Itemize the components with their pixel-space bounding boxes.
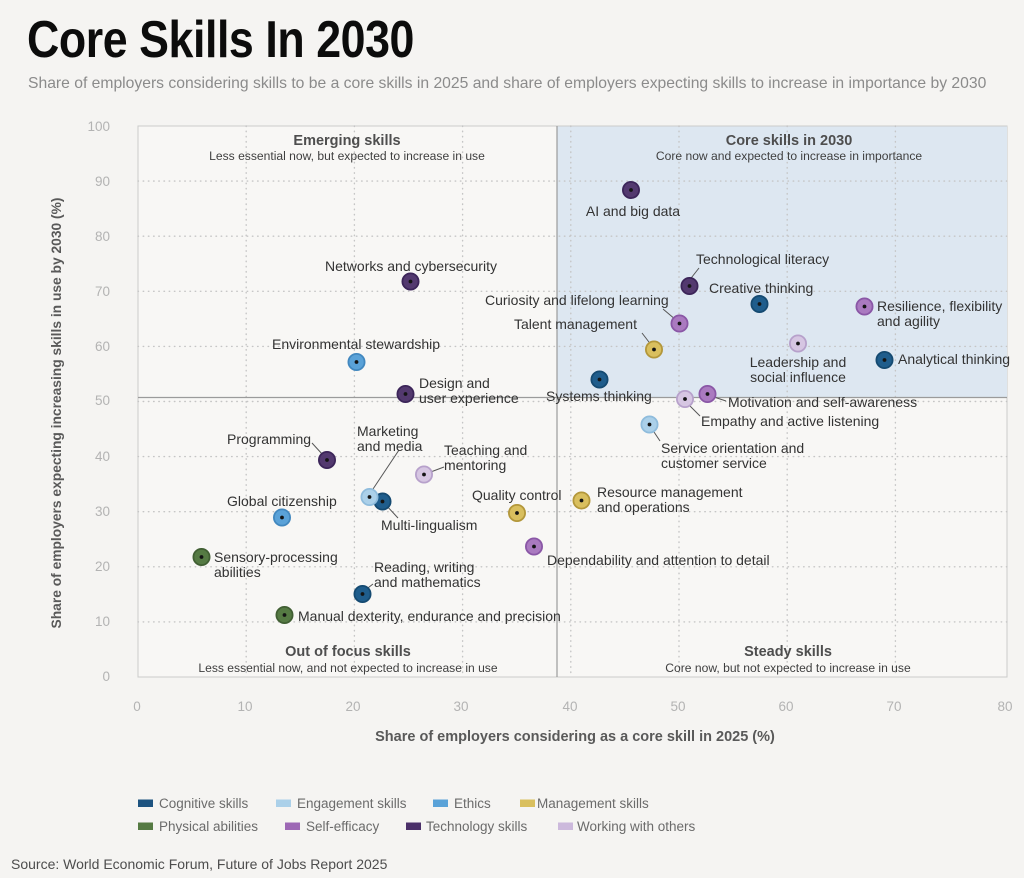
- svg-text:10: 10: [237, 699, 252, 714]
- svg-text:Steady skills: Steady skills: [744, 644, 832, 660]
- svg-text:Programming: Programming: [227, 431, 311, 447]
- svg-text:Quality control: Quality control: [472, 487, 561, 503]
- svg-text:Talent management: Talent management: [514, 316, 637, 332]
- svg-text:user experience: user experience: [419, 390, 519, 406]
- svg-text:Creative thinking: Creative thinking: [709, 280, 813, 296]
- svg-text:Design and: Design and: [419, 375, 490, 391]
- svg-text:Management skills: Management skills: [537, 796, 649, 811]
- svg-text:20: 20: [95, 559, 110, 574]
- svg-text:10: 10: [95, 614, 110, 629]
- svg-text:Share of employers expecting i: Share of employers expecting increasing …: [49, 198, 64, 629]
- svg-text:Share of employers considering: Share of employers considering skills to…: [28, 75, 987, 92]
- svg-text:Multi-lingualism: Multi-lingualism: [381, 517, 477, 533]
- svg-text:Emerging skills: Emerging skills: [293, 133, 400, 149]
- svg-text:Core now, but not expected to: Core now, but not expected to increase i…: [665, 661, 911, 675]
- svg-text:Leadership and: Leadership and: [750, 354, 847, 370]
- svg-text:Ethics: Ethics: [454, 796, 491, 811]
- svg-text:Core now and expected to incre: Core now and expected to increase in imp…: [656, 149, 922, 163]
- svg-text:Technological literacy: Technological literacy: [696, 251, 829, 267]
- svg-text:Analytical thinking: Analytical thinking: [898, 351, 1010, 367]
- svg-text:Empathy and active listening: Empathy and active listening: [701, 413, 879, 429]
- svg-text:Working with others: Working with others: [577, 819, 696, 834]
- svg-text:Resource management: Resource management: [597, 484, 743, 500]
- svg-text:Curiosity and lifelong learnin: Curiosity and lifelong learning: [485, 292, 669, 308]
- svg-text:Reading, writing: Reading, writing: [374, 559, 474, 575]
- svg-text:Core Skills In 2030: Core Skills In 2030: [27, 11, 414, 69]
- svg-text:60: 60: [778, 699, 793, 714]
- svg-text:Core skills in 2030: Core skills in 2030: [726, 133, 853, 149]
- svg-text:20: 20: [345, 699, 360, 714]
- svg-text:abilities: abilities: [214, 564, 261, 580]
- svg-text:Dependability and attention to: Dependability and attention to detail: [547, 552, 770, 568]
- svg-text:Global citizenship: Global citizenship: [227, 493, 337, 509]
- svg-text:Manual dexterity, endurance an: Manual dexterity, endurance and precisio…: [298, 608, 561, 624]
- svg-text:60: 60: [95, 339, 110, 354]
- svg-text:Networks and cybersecurity: Networks and cybersecurity: [325, 258, 497, 274]
- svg-text:AI and big data: AI and big data: [586, 203, 680, 219]
- svg-text:and agility: and agility: [877, 313, 940, 329]
- svg-text:Teaching and: Teaching and: [444, 442, 527, 458]
- svg-text:Less essential now, but expect: Less essential now, but expected to incr…: [209, 149, 485, 163]
- svg-text:30: 30: [95, 504, 110, 519]
- svg-text:Less essential now, and not ex: Less essential now, and not expected to …: [198, 661, 497, 675]
- svg-text:0: 0: [102, 669, 110, 684]
- svg-text:and operations: and operations: [597, 499, 690, 515]
- svg-text:50: 50: [670, 699, 685, 714]
- svg-text:social influence: social influence: [750, 369, 846, 385]
- svg-text:80: 80: [95, 229, 110, 244]
- svg-text:and media: and media: [357, 438, 423, 454]
- svg-text:100: 100: [87, 119, 110, 134]
- svg-text:Resilience, flexibility: Resilience, flexibility: [877, 298, 1002, 314]
- svg-text:30: 30: [453, 699, 468, 714]
- svg-text:40: 40: [562, 699, 577, 714]
- svg-text:Out of focus skills: Out of focus skills: [285, 644, 411, 660]
- svg-text:Motivation and self-awareness: Motivation and self-awareness: [728, 394, 917, 410]
- svg-text:80: 80: [997, 699, 1012, 714]
- svg-text:Marketing: Marketing: [357, 423, 418, 439]
- svg-text:customer service: customer service: [661, 455, 767, 471]
- svg-text:Technology skills: Technology skills: [426, 819, 528, 834]
- svg-text:Share of employers considering: Share of employers considering as a core…: [375, 729, 775, 745]
- svg-text:70: 70: [886, 699, 901, 714]
- svg-text:Self-efficacy: Self-efficacy: [306, 819, 380, 834]
- svg-text:70: 70: [95, 284, 110, 299]
- svg-text:50: 50: [95, 393, 110, 408]
- svg-text:Engagement skills: Engagement skills: [297, 796, 407, 811]
- svg-text:Physical abilities: Physical abilities: [159, 819, 258, 834]
- svg-text:0: 0: [133, 699, 141, 714]
- svg-text:Sensory-processing: Sensory-processing: [214, 549, 338, 565]
- svg-text:Systems thinking: Systems thinking: [546, 388, 652, 404]
- svg-text:Cognitive skills: Cognitive skills: [159, 796, 249, 811]
- svg-text:90: 90: [95, 174, 110, 189]
- svg-text:and mathematics: and mathematics: [374, 574, 481, 590]
- svg-text:Service orientation and: Service orientation and: [661, 440, 804, 456]
- svg-text:40: 40: [95, 449, 110, 464]
- svg-text:Environmental stewardship: Environmental stewardship: [272, 336, 440, 352]
- svg-text:Source: World Economic Forum,: Source: World Economic Forum, Future of …: [11, 856, 388, 872]
- svg-text:mentoring: mentoring: [444, 457, 506, 473]
